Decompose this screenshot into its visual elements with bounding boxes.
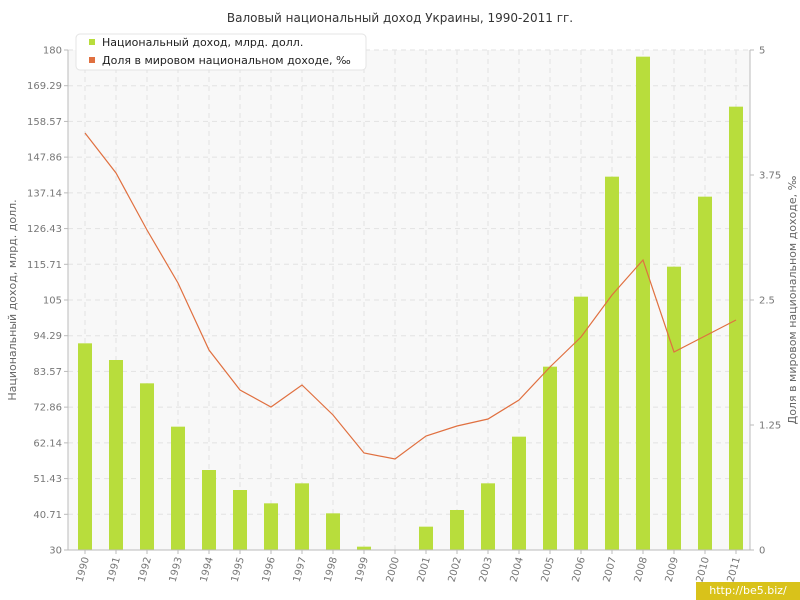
bar	[78, 343, 92, 550]
legend-label-share: Доля в мировом национальном доходе, ‰	[102, 54, 351, 67]
y-tick-label: 105	[43, 296, 62, 307]
y-tick-label: 40.71	[33, 510, 62, 521]
bar-series	[78, 56, 743, 551]
y-axis-ticks: 30 40.71 51.43 62.14 72.86 83.57 94.29 105 115.7…	[27, 46, 68, 557]
bar	[512, 436, 526, 550]
bar	[171, 426, 185, 550]
y-tick-label: 126.43	[27, 224, 62, 235]
legend-swatch-income	[89, 39, 95, 45]
y-tick-label: 51.43	[33, 474, 62, 485]
bar	[140, 383, 154, 550]
y-tick-label: 147.86	[27, 153, 62, 164]
legend-label-income: Национальный доход, млрд. долл.	[102, 36, 303, 49]
line-series	[84, 132, 737, 460]
y-tick-label: 30	[49, 546, 62, 557]
bar	[698, 196, 712, 550]
bar	[357, 546, 371, 550]
bar	[636, 56, 650, 551]
y-tick-label: 83.57	[33, 367, 62, 378]
chart-title: Валовый национальный доход Украины, 1990…	[227, 11, 573, 25]
y-tick-label: 115.71	[27, 260, 62, 271]
watermark-link[interactable]: http://be5.biz/	[696, 582, 800, 600]
y2-axis-ticks: 0 1.25 2.5 3.75 5	[750, 46, 781, 557]
y-axis-label: Национальный доход, млрд. долл.	[6, 199, 19, 400]
y-tick-label: 169.29	[27, 81, 62, 92]
bar	[264, 503, 278, 550]
y2-tick-label: 0	[759, 546, 765, 557]
bar	[667, 266, 681, 550]
bar	[605, 176, 619, 550]
legend: Национальный доход, млрд. долл. Доля в м…	[75, 33, 367, 71]
y2-tick-label: 3.75	[759, 171, 781, 182]
bar	[202, 470, 216, 550]
y-tick-label: 62.14	[33, 438, 62, 449]
y2-axis-label: Доля в мировом национальном доходе, ‰	[786, 175, 799, 424]
bar	[729, 106, 743, 551]
legend-box	[75, 33, 367, 71]
bar	[543, 366, 557, 550]
y-tick-label: 158.57	[27, 117, 62, 128]
share-line	[84, 132, 737, 460]
y2-tick-label: 2.5	[759, 296, 775, 307]
bar	[233, 490, 247, 550]
y2-tick-label: 1.25	[759, 421, 781, 432]
bar	[419, 526, 433, 550]
y-tick-label: 180	[43, 46, 62, 57]
legend-swatch-share	[89, 57, 95, 63]
bar	[481, 483, 495, 550]
y-tick-label: 137.14	[27, 188, 62, 199]
bar	[326, 513, 340, 550]
bar	[109, 360, 123, 550]
y-tick-label: 72.86	[33, 403, 62, 414]
bar	[450, 510, 464, 550]
y2-tick-label: 5	[759, 46, 765, 57]
bar	[574, 296, 588, 550]
bar	[295, 483, 309, 550]
y-tick-label: 94.29	[33, 331, 62, 342]
